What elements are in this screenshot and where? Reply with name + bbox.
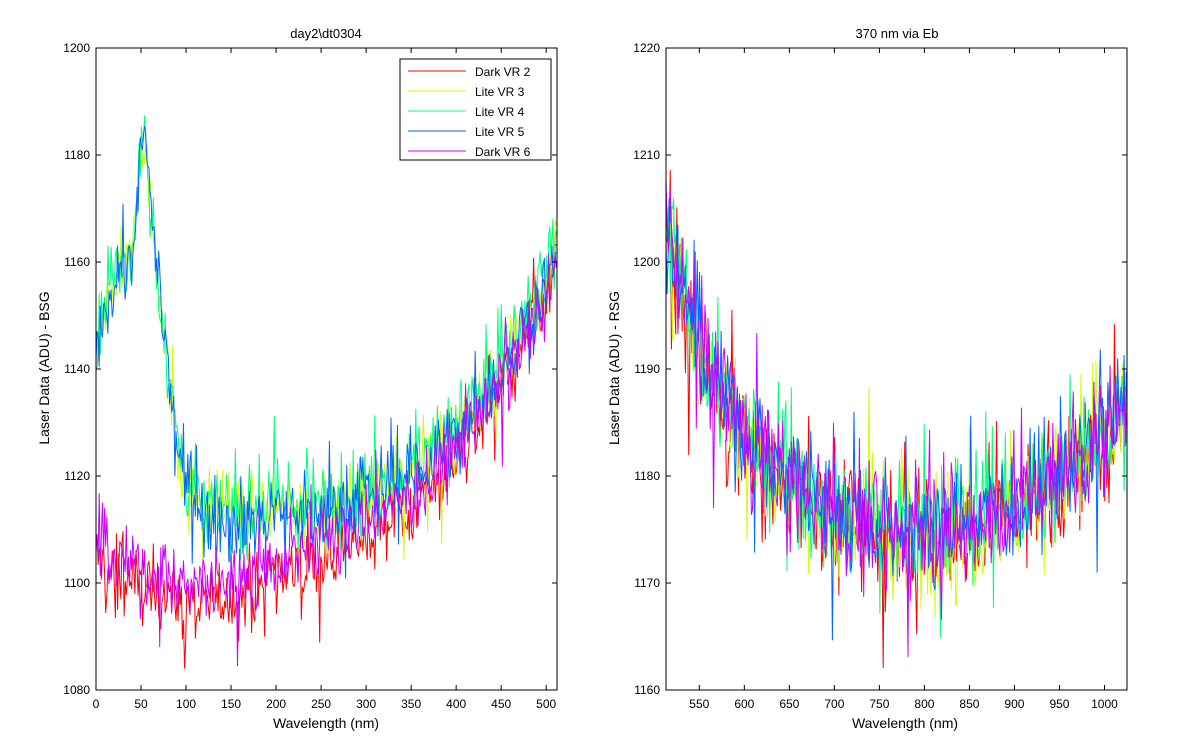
right-chart-title: 370 nm via Eb [855, 26, 938, 41]
right-chart-ytick-label: 1210 [633, 148, 660, 162]
left-chart-xtick-label: 100 [176, 697, 196, 711]
right-chart-xtick-label: 650 [779, 697, 799, 711]
left-chart-legend-label: Lite VR 3 [475, 85, 525, 99]
right-chart-xtick-label: 900 [1004, 697, 1024, 711]
right-chart-plot-area [666, 48, 1127, 690]
left-chart-xtick-label: 200 [266, 697, 286, 711]
left-chart-ytick-label: 1200 [63, 41, 90, 55]
left-chart-legend: Dark VR 2 Lite VR 3 Lite VR 4 Lite VR 5 Dark… [399, 58, 552, 161]
left-chart-ytick-label: 1080 [63, 683, 90, 697]
right-chart-xtick-label: 1000 [1091, 697, 1118, 711]
right-chart-series-dark-vr-6 [665, 180, 1127, 658]
right-chart-ytick-label: 1200 [633, 255, 660, 269]
left-chart-ytick-label: 1180 [64, 148, 90, 162]
left-chart-xtick-label: 0 [93, 697, 100, 711]
left-chart-legend-label: Lite VR 5 [475, 125, 525, 139]
right-chart-series-lite-vr-3 [665, 194, 1127, 619]
left-chart-xtick-label: 50 [134, 697, 148, 711]
left-chart-panel: day2\dt0304 Wavelength (nm) Laser Data (… [36, 26, 558, 731]
right-chart-ytick-label: 1220 [633, 41, 660, 55]
left-chart-xlabel: Wavelength (nm) [273, 715, 379, 731]
left-chart-legend-label: Dark VR 6 [475, 145, 531, 159]
left-chart-xtick-label: 300 [356, 697, 376, 711]
left-chart-xtick-label: 450 [491, 697, 511, 711]
right-chart-xtick-label: 600 [734, 697, 754, 711]
left-chart-ytick-label: 1100 [64, 576, 90, 590]
right-chart-xtick-label: 750 [869, 697, 889, 711]
left-chart-xtick-label: 350 [401, 697, 421, 711]
left-chart-legend-label: Lite VR 4 [475, 105, 525, 119]
left-chart-xtick-label: 500 [536, 697, 556, 711]
right-chart-xtick-label: 700 [824, 697, 844, 711]
right-chart-ylabel: Laser Data (ADU) - RSG [606, 291, 622, 445]
left-chart-legend-box [399, 58, 552, 161]
right-chart-xtick-label: 950 [1049, 697, 1069, 711]
right-chart-xlabel: Wavelength (nm) [852, 715, 958, 731]
right-chart-ytick-label: 1180 [634, 469, 660, 483]
left-chart-legend-label: Dark VR 2 [475, 65, 531, 79]
right-chart-panel: 370 nm via Eb Wavelength (nm) Laser Data… [606, 26, 1128, 731]
right-chart-xtick-label: 850 [959, 697, 979, 711]
left-chart-ylabel: Laser Data (ADU) - BSG [36, 291, 52, 444]
left-chart-xtick-label: 400 [446, 697, 466, 711]
left-chart-xtick-label: 150 [221, 697, 241, 711]
left-chart-title: day2\dt0304 [290, 26, 362, 41]
left-chart-series-dark-vr-6 [95, 253, 557, 667]
right-chart-ytick-label: 1170 [634, 576, 660, 590]
left-chart-series-lite-vr-4 [95, 115, 557, 563]
left-chart-ytick-label: 1140 [64, 362, 90, 376]
right-chart-xtick-label: 800 [914, 697, 934, 711]
right-chart-xtick-label: 550 [689, 697, 709, 711]
right-chart-ytick-label: 1160 [634, 683, 660, 697]
left-chart-xtick-label: 250 [311, 697, 331, 711]
left-chart-ytick-label: 1120 [64, 469, 90, 483]
right-chart-ytick-label: 1190 [634, 362, 660, 376]
left-chart-ytick-label: 1160 [64, 255, 90, 269]
